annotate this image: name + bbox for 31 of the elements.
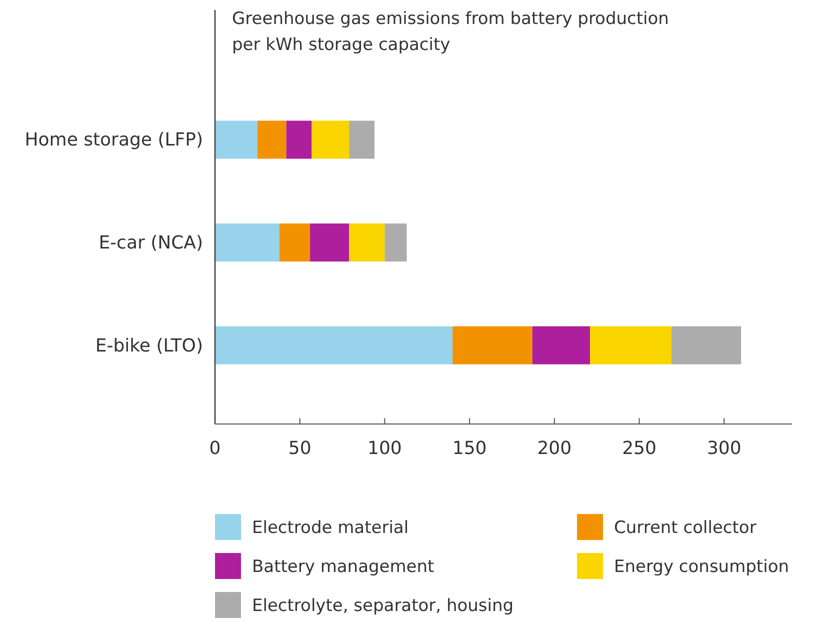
x-tick-label: 100 [368,438,402,459]
legend-label: Current collector [614,518,756,538]
legend-label: Battery management [252,557,435,577]
y-tick-label: E-car (NCA) [98,232,203,254]
bar [532,326,590,364]
x-tick-label: 0 [209,438,221,459]
x-tick-label: 250 [622,438,656,459]
bar [257,120,286,159]
bar [312,120,350,159]
bar [590,326,672,364]
bar [452,326,532,364]
legend-label: Energy consumption [614,557,789,577]
bar [672,326,742,364]
legend-label: Electrolyte, separator, housing [252,596,514,616]
bar [349,120,375,159]
bar [349,223,385,262]
text: Greenhouse gas emissions from battery production per kWh storage capacity [232,9,669,55]
x-tick-label: 50 [288,438,312,459]
bar [215,120,258,159]
x-tick-label: 200 [537,438,572,459]
legend-label: Electrode material [252,518,409,538]
bar [279,223,310,262]
x-tick-label: 150 [452,438,487,459]
y-tick-label: Home storage (LFP) [24,130,203,151]
bar [215,326,453,364]
x-tick-label: 300 [706,438,742,459]
bar [384,223,407,262]
y-tick-label: E-bike (LTO) [95,335,203,356]
bar [215,223,280,262]
bar [310,223,350,262]
bar [286,120,312,159]
